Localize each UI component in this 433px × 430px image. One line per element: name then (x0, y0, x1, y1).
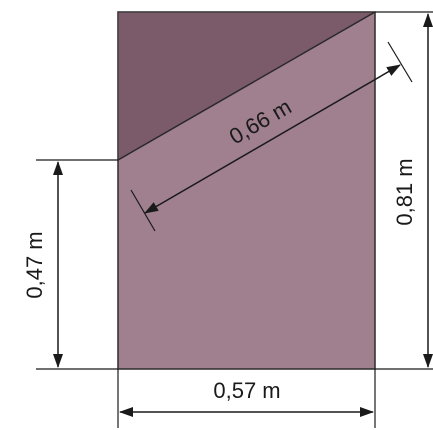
left-segment-label: 0,47 m (22, 231, 47, 298)
height-dimension: 0,81 m (375, 11, 433, 370)
diagonal-tick-upper (387, 41, 413, 83)
height-label: 0,81 m (392, 158, 417, 225)
left-segment-dimension: 0,47 m (22, 159, 118, 370)
width-dimension: 0,57 m (117, 369, 376, 428)
diagonal-dimension-line (144, 64, 401, 214)
width-label: 0,57 m (213, 378, 280, 403)
diagonal-tick-lower (130, 189, 156, 232)
